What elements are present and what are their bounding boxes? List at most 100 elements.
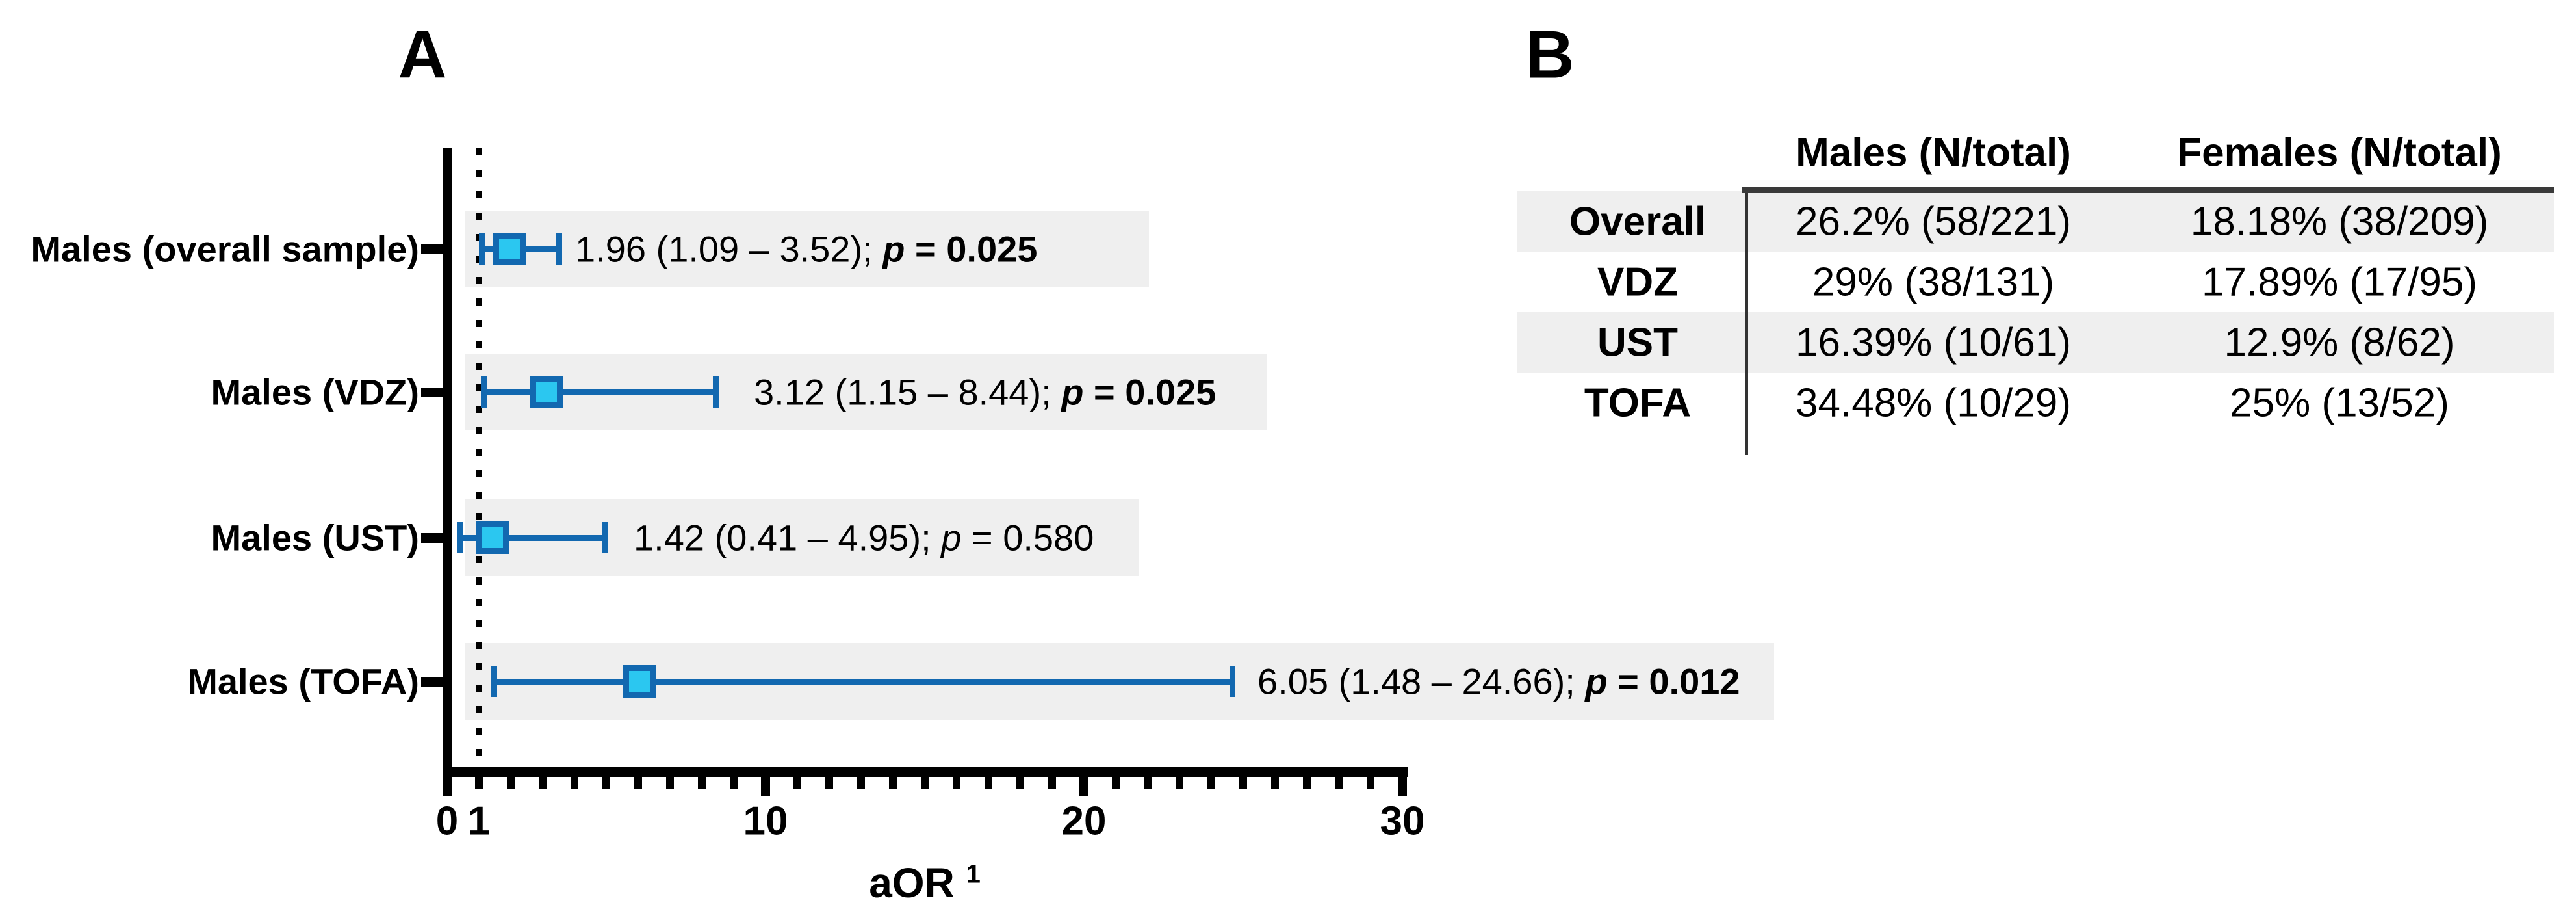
y-axis-tick (421, 244, 447, 254)
x-axis-minor-tick (539, 777, 547, 789)
x-axis-major-tick (761, 777, 770, 796)
row-label: Males (TOFA) (187, 661, 419, 702)
estimate-marker (476, 521, 509, 554)
row-band (465, 211, 1149, 287)
x-axis-minor-tick (1239, 777, 1247, 789)
x-axis-label-superscript: 1 (966, 860, 981, 889)
x-axis-minor-tick (1144, 777, 1152, 789)
x-axis-major-tick (1079, 777, 1088, 796)
ci-whisker (494, 678, 1233, 685)
x-axis-minor-tick (1048, 777, 1056, 789)
table-cell-females: 12.9% (8/62) (2224, 320, 2455, 365)
annotation-ci-text: 3.12 (1.15 – 8.44); (754, 371, 1062, 413)
ci-cap-high (602, 522, 608, 553)
x-axis-minor-tick (634, 777, 642, 789)
row-annotation: 1.96 (1.09 – 3.52); p = 0.025 (575, 228, 1037, 270)
table-header-females: Females (N/total) (2177, 130, 2502, 176)
annotation-ci-text: 1.96 (1.09 – 3.52); (575, 228, 883, 270)
table-row-band (1517, 191, 2554, 252)
table-row-label: Overall (1569, 199, 1707, 244)
x-axis-tick-label: 30 (1380, 798, 1425, 844)
x-axis-minor-tick (602, 777, 610, 789)
x-axis-minor-tick (953, 777, 960, 789)
table-row-band (1517, 312, 2554, 373)
estimate-marker (623, 665, 656, 698)
x-axis-minor-tick (730, 777, 738, 789)
annotation-p-symbol: p (882, 228, 905, 270)
x-axis-label-text: aOR (869, 860, 955, 906)
x-axis-minor-tick (825, 777, 833, 789)
y-axis-line (443, 148, 452, 796)
x-axis-minor-tick (1207, 777, 1215, 789)
row-annotation: 3.12 (1.15 – 8.44); p = 0.025 (754, 371, 1216, 414)
x-axis-tick-label: 10 (743, 798, 788, 844)
panel-a-title: A (398, 17, 447, 93)
ci-cap-low (480, 376, 487, 408)
x-axis-minor-tick (857, 777, 865, 789)
annotation-p-value: = 0.012 (1607, 661, 1740, 702)
reference-line-dotted (476, 148, 482, 767)
x-axis-minor-tick (1335, 777, 1343, 789)
table-row: UST 16.39% (10/61) 12.9% (8/62) (1517, 312, 2554, 373)
x-axis-minor-tick (985, 777, 992, 789)
x-axis-minor-tick (921, 777, 929, 789)
table-header-rule (1742, 187, 2554, 193)
annotation-p-value: = 0.025 (1083, 371, 1217, 413)
annotation-p-value: = 0.025 (905, 228, 1038, 270)
table-cell-males: 16.39% (10/61) (1796, 320, 2071, 365)
table-cell-males: 26.2% (58/221) (1796, 199, 2071, 244)
table-cell-males: 34.48% (10/29) (1796, 380, 2071, 425)
row-annotation: 6.05 (1.48 – 24.66); p = 0.012 (1257, 661, 1740, 703)
ci-cap-low (478, 233, 485, 265)
annotation-ci-text: 6.05 (1.48 – 24.66); (1257, 661, 1586, 702)
row-label: Males (VDZ) (211, 371, 420, 413)
x-axis-minor-tick (1016, 777, 1024, 789)
table-column-divider (1745, 193, 1748, 455)
x-axis-label: aOR 1 (869, 859, 981, 907)
ci-cap-high (556, 233, 562, 265)
annotation-ci-text: 1.42 (0.41 – 4.95); (634, 517, 942, 559)
row-label: Males (overall sample) (31, 228, 419, 270)
x-axis-minor-tick (1367, 777, 1374, 789)
annotation-p-symbol: p (1061, 371, 1084, 413)
estimate-marker (493, 233, 526, 265)
ci-whisker (460, 534, 605, 541)
panel-b-title: B (1525, 17, 1575, 93)
x-axis-minor-tick (507, 777, 515, 789)
x-axis-minor-tick (1112, 777, 1120, 789)
table-cell-males: 29% (38/131) (1812, 259, 2055, 304)
annotation-p-value: = 0.580 (961, 517, 1094, 559)
x-axis-label-space (955, 860, 966, 906)
table-row-label: UST (1597, 320, 1678, 365)
table-row: Overall 26.2% (58/221) 18.18% (38/209) (1517, 191, 2554, 252)
annotation-p-symbol: p (1585, 661, 1608, 702)
ci-whisker (483, 389, 716, 395)
table-row: TOFA 34.48% (10/29) 25% (13/52) (1517, 373, 2554, 433)
x-axis-minor-tick (666, 777, 674, 789)
x-axis-minor-tick (889, 777, 897, 789)
row-label: Males (UST) (211, 517, 420, 559)
table-cell-females: 17.89% (17/95) (2202, 259, 2477, 304)
estimate-marker (530, 376, 563, 408)
table-row-label: VDZ (1597, 259, 1678, 304)
ci-cap-low (457, 522, 463, 553)
x-axis-minor-tick (1271, 777, 1279, 789)
annotation-p-symbol: p (941, 517, 962, 559)
table-cell-females: 18.18% (38/209) (2190, 199, 2489, 244)
x-axis-tick-label: 1 (467, 798, 491, 844)
x-axis-minor-tick (475, 777, 483, 789)
x-axis-tick-label: 20 (1061, 798, 1107, 844)
table-header-males: Males (N/total) (1796, 130, 2071, 176)
x-axis-minor-tick (698, 777, 706, 789)
table-row: VDZ 29% (38/131) 17.89% (17/95) (1517, 252, 2554, 312)
x-axis-minor-tick (793, 777, 801, 789)
ci-cap-high (713, 376, 719, 408)
x-axis-minor-tick (1176, 777, 1183, 789)
x-axis-minor-tick (1303, 777, 1311, 789)
y-axis-tick (421, 388, 447, 397)
table-cell-females: 25% (13/52) (2230, 380, 2449, 425)
y-axis-tick (421, 677, 447, 687)
ci-cap-low (491, 666, 498, 697)
ci-cap-high (1229, 666, 1235, 697)
